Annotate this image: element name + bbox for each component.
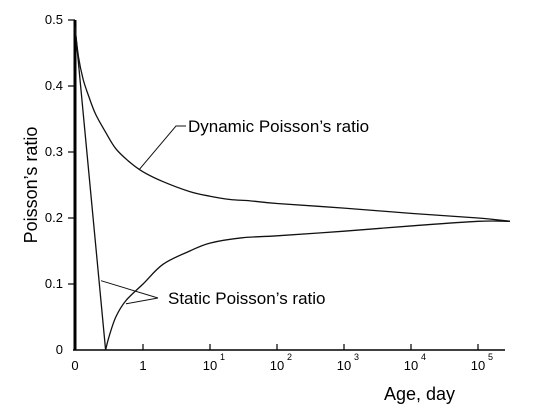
series-line bbox=[74, 26, 510, 351]
annotations: Dynamic Poisson’s ratio Static Poisson’s … bbox=[100, 117, 369, 308]
x-tick-label: 0 bbox=[71, 358, 78, 373]
x-axis-title: Age, day bbox=[384, 384, 455, 404]
y-ticks: 0 0.1 0.2 0.3 0.4 0.5 bbox=[45, 12, 75, 357]
x-tick-exponent: 2 bbox=[287, 352, 292, 362]
annotation-leader bbox=[125, 297, 159, 305]
x-tick-label: 10 bbox=[404, 358, 418, 373]
annotation-label: Dynamic Poisson’s ratio bbox=[188, 117, 369, 136]
x-tick-label: 1 bbox=[139, 358, 146, 373]
y-tick-label: 0.4 bbox=[45, 78, 63, 93]
x-tick-label: 10 bbox=[270, 358, 284, 373]
x-tick-exponent: 1 bbox=[220, 352, 225, 362]
y-tick-label: 0.1 bbox=[45, 276, 63, 291]
annotation-label: Static Poisson’s ratio bbox=[168, 289, 325, 308]
y-tick-label: 0.3 bbox=[45, 144, 63, 159]
series-line bbox=[74, 26, 511, 222]
x-tick-label: 10 bbox=[471, 358, 485, 373]
annotation-leader bbox=[100, 280, 159, 299]
x-tick-exponent: 4 bbox=[421, 352, 426, 362]
y-tick-label: 0.5 bbox=[45, 12, 63, 27]
y-tick-label: 0.2 bbox=[45, 210, 63, 225]
x-tick-label: 10 bbox=[203, 358, 217, 373]
annotation-leader bbox=[138, 125, 186, 171]
y-tick-label: 0 bbox=[56, 342, 63, 357]
x-tick-label: 10 bbox=[337, 358, 351, 373]
x-tick-exponent: 3 bbox=[354, 352, 359, 362]
x-tick-exponent: 5 bbox=[488, 352, 493, 362]
y-axis-title: Poisson’s ratio bbox=[21, 127, 41, 244]
series-group bbox=[74, 26, 511, 351]
